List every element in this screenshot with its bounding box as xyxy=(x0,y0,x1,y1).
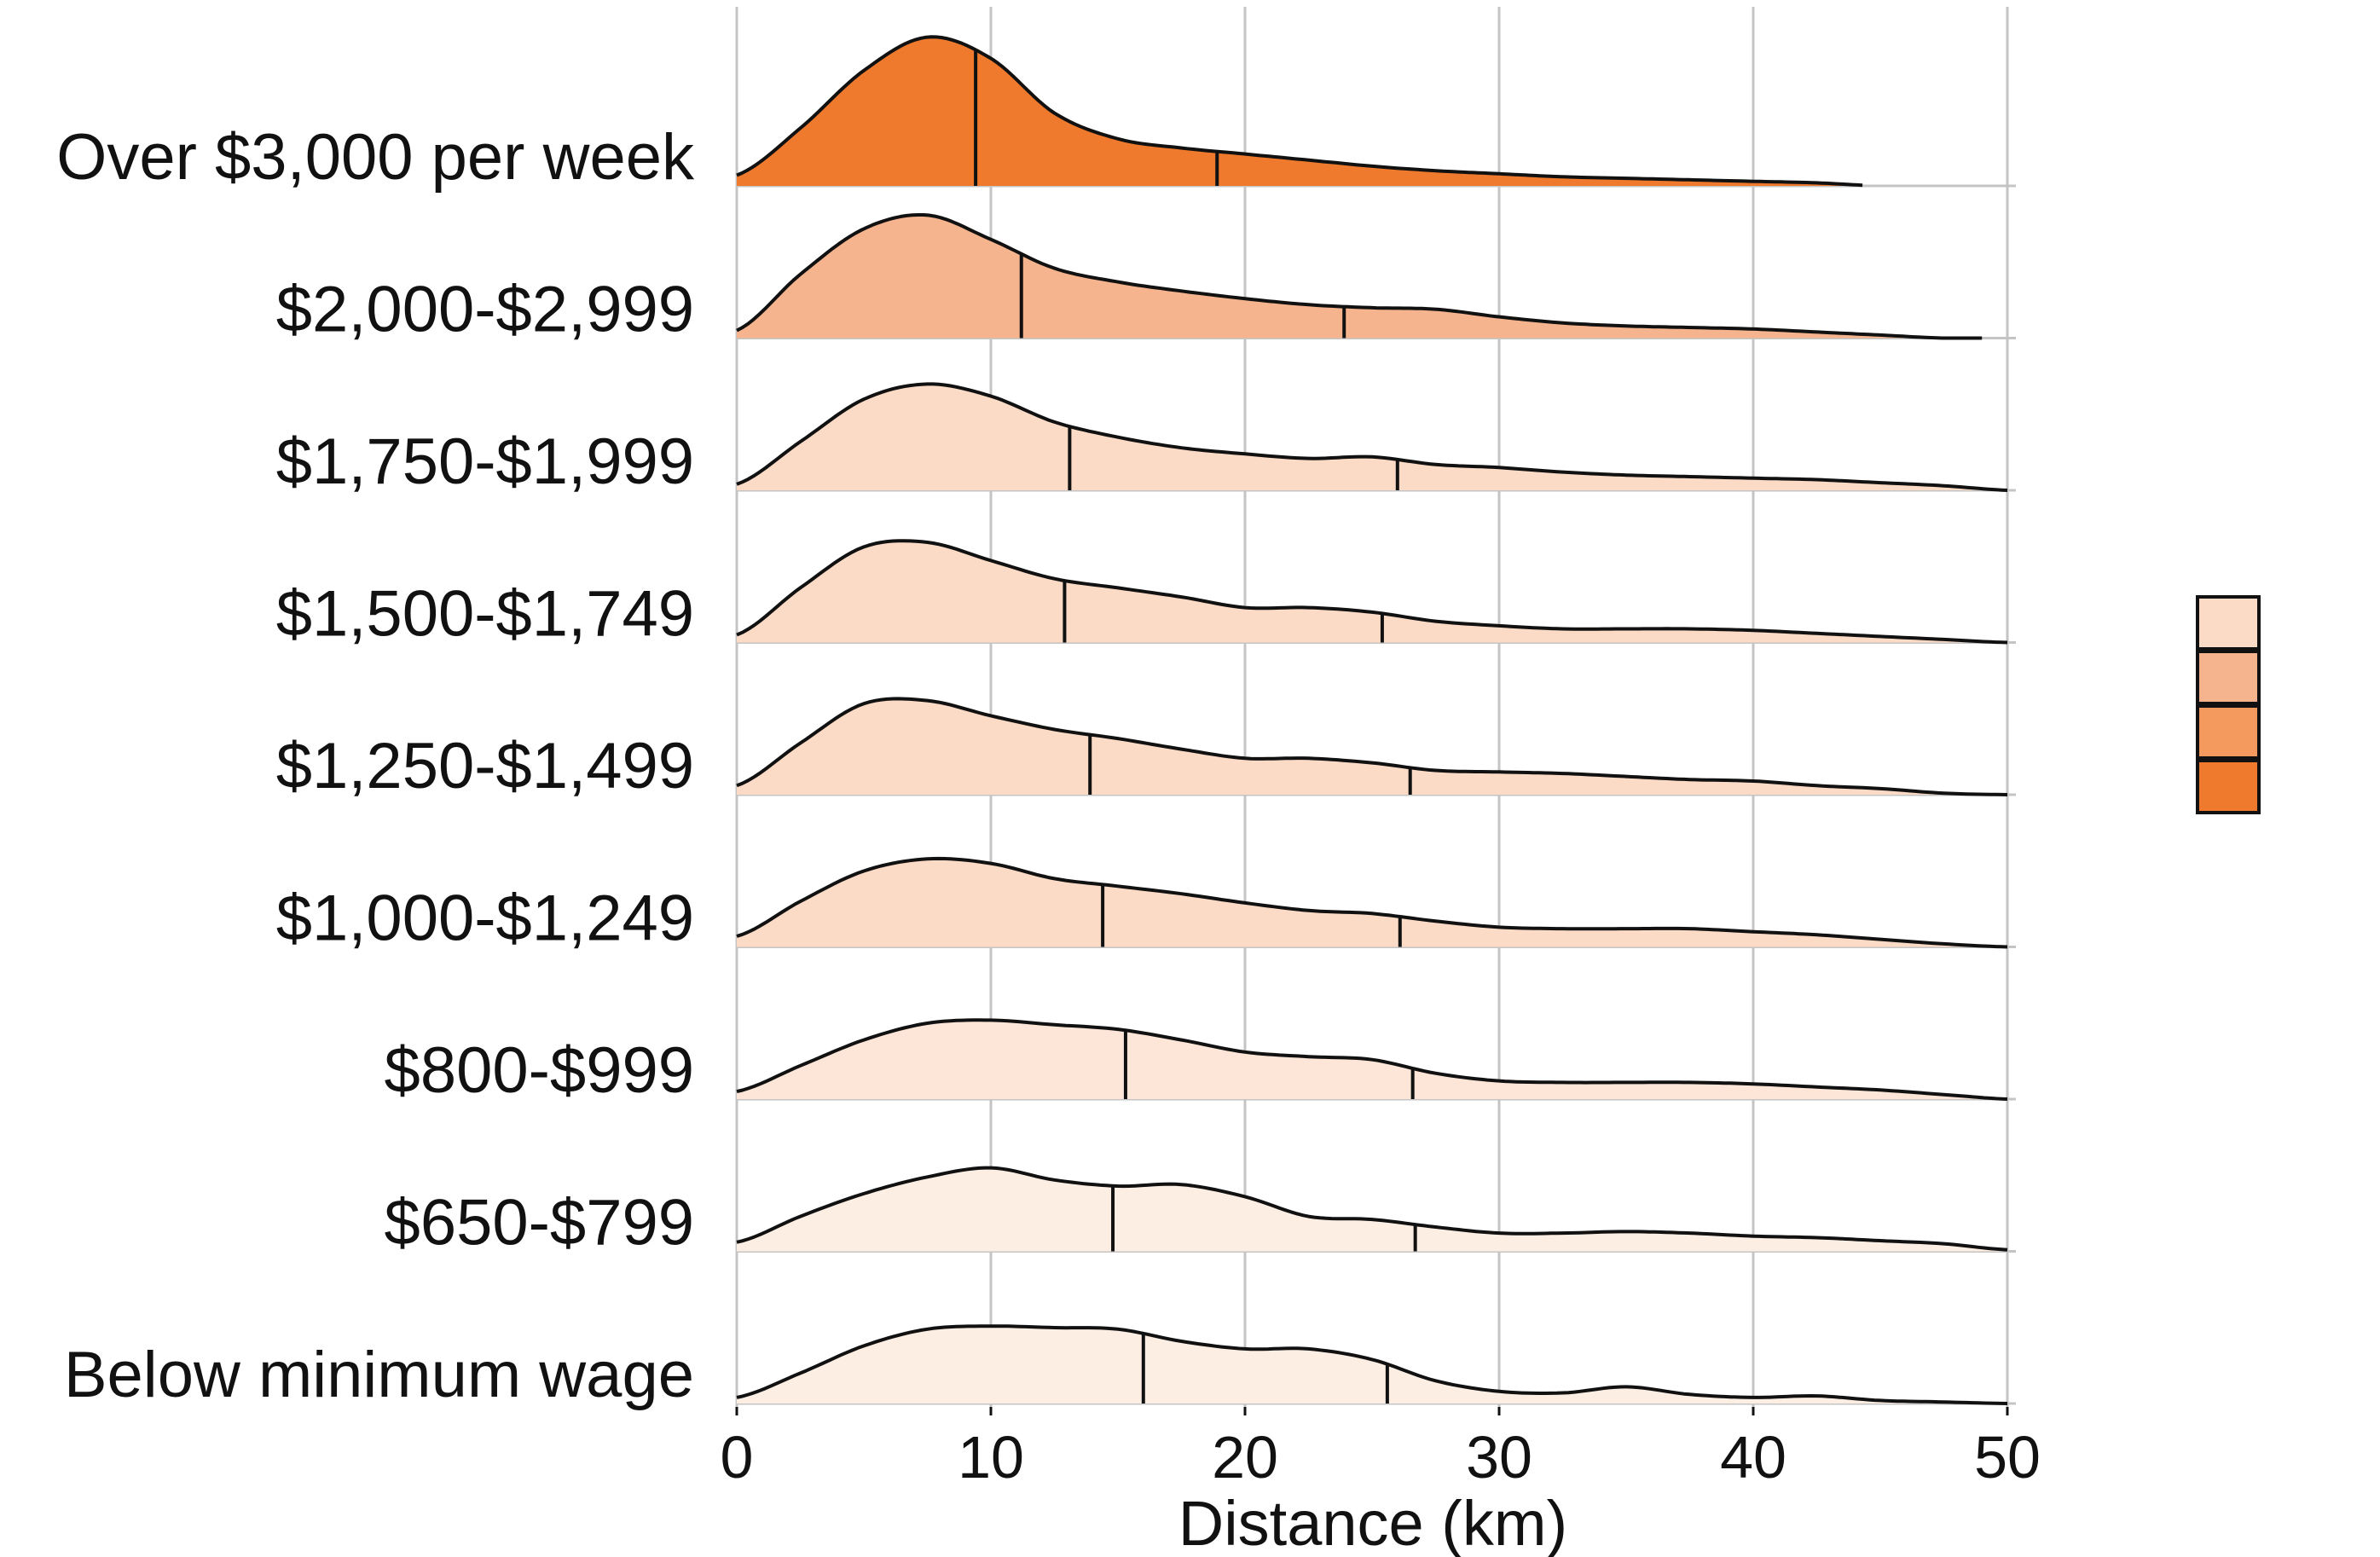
x-tick-label: 30 xyxy=(1466,1424,1532,1490)
legend-swatch xyxy=(2196,650,2261,705)
ridge-outline xyxy=(736,697,2008,796)
ridge-outline xyxy=(736,213,1983,340)
ridge-area xyxy=(737,384,2007,490)
row-label: $1,000-$1,249 xyxy=(276,883,694,955)
ridge-area xyxy=(737,215,1983,339)
ridge-series xyxy=(736,539,2008,645)
ridge-area xyxy=(737,858,2007,947)
ridge-series xyxy=(736,1018,2008,1101)
row-label: Below minimum wage xyxy=(64,1339,694,1411)
ridge-area xyxy=(737,1326,2007,1404)
ridge-series xyxy=(736,1324,2008,1405)
ridge-series xyxy=(736,1166,2008,1252)
ridge-area xyxy=(737,541,2007,643)
row-labels: Over $3,000 per week $2,000-$2,999 $1,750-… xyxy=(56,121,695,1411)
ridge-series xyxy=(736,213,1983,340)
ridge-series xyxy=(736,856,2008,949)
ridge-series xyxy=(736,697,2008,796)
row-label: $1,250-$1,499 xyxy=(276,730,694,802)
x-tick-label: 40 xyxy=(1720,1424,1786,1490)
ridges xyxy=(736,35,2008,1405)
ridge-outline xyxy=(736,1018,2008,1101)
x-tick-label: 0 xyxy=(721,1424,754,1490)
x-tick-label: 20 xyxy=(1212,1424,1278,1490)
ridge-series xyxy=(736,35,1863,188)
legend-swatch xyxy=(2196,704,2261,760)
row-label: $650-$799 xyxy=(385,1187,694,1259)
x-tick-label: 50 xyxy=(1974,1424,2041,1490)
row-label: $1,500-$1,749 xyxy=(276,578,694,651)
legend-swatch xyxy=(2196,759,2261,814)
ridge-outline xyxy=(736,382,2008,492)
ridge-outline xyxy=(736,1166,2008,1252)
ridge-area xyxy=(737,698,2007,795)
row-label: $2,000-$2,999 xyxy=(276,274,694,346)
ridge-outline xyxy=(736,856,2008,949)
legend xyxy=(2196,595,2261,814)
ridge-area xyxy=(737,37,1863,186)
row-label: Over $3,000 per week xyxy=(56,121,695,194)
ridge-area xyxy=(737,1020,2007,1099)
x-axis-ticks: 0 10 20 30 40 50 xyxy=(721,1407,2041,1490)
x-tick-label: 10 xyxy=(958,1424,1024,1490)
ridge-area xyxy=(737,1167,2007,1252)
row-label: $1,750-$1,999 xyxy=(276,425,694,498)
legend-swatch xyxy=(2196,595,2261,651)
ridge-outline xyxy=(736,1324,2008,1405)
x-axis-title: Distance (km) xyxy=(1178,1488,1567,1557)
row-label: $800-$999 xyxy=(385,1034,694,1107)
ridge-series xyxy=(736,382,2008,492)
ridge-outline xyxy=(736,539,2008,645)
ridge-outline xyxy=(736,35,1863,188)
